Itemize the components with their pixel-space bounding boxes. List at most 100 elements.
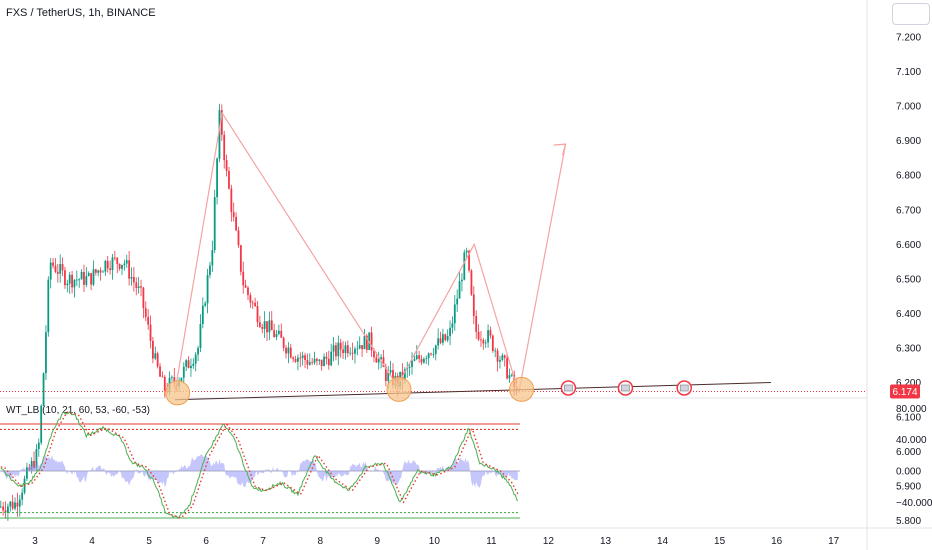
- candle-body: [377, 359, 380, 363]
- candle-body: [49, 262, 52, 280]
- candle-body: [470, 270, 473, 295]
- candle-body: [311, 362, 314, 364]
- candle-body: [244, 285, 247, 288]
- candle-body: [209, 265, 211, 275]
- candle-body: [171, 377, 173, 378]
- price-axis-tick-label: 6.900: [896, 136, 921, 147]
- candle-body: [230, 188, 233, 213]
- candle-body: [332, 345, 335, 352]
- candle-body: [280, 330, 283, 338]
- candle-body: [218, 110, 221, 159]
- candle-body: [109, 268, 112, 271]
- candle-body: [94, 269, 97, 273]
- candle-body: [358, 345, 361, 349]
- candle-body: [225, 160, 228, 171]
- price-axis-tick-label: 6.100: [896, 413, 921, 424]
- candle-body: [349, 352, 352, 354]
- candle-body: [90, 273, 92, 285]
- candle-body: [442, 334, 444, 343]
- candle-body: [220, 110, 223, 135]
- candle-body: [318, 359, 321, 361]
- candle-body: [425, 358, 428, 360]
- candle-body: [451, 323, 454, 328]
- candle-body: [152, 340, 154, 359]
- candle-body: [125, 260, 128, 264]
- candle-body: [294, 359, 297, 362]
- candle-body: [308, 362, 311, 365]
- time-axis-tick-label: 16: [771, 536, 783, 547]
- candle-body: [285, 347, 287, 354]
- candle-body: [258, 322, 261, 327]
- candle-body: [480, 339, 482, 341]
- candle-body: [266, 321, 268, 333]
- price-axis-tick-label: 6.000: [896, 447, 921, 458]
- candle-body: [42, 373, 45, 406]
- candle-body: [52, 262, 54, 266]
- candle-body: [365, 335, 368, 350]
- candle-body: [335, 345, 337, 357]
- candle-body: [494, 350, 497, 352]
- candle-body: [54, 265, 57, 272]
- candle-body: [99, 270, 102, 273]
- candle-body: [270, 320, 273, 331]
- candle-body: [26, 467, 28, 479]
- candle-body: [411, 360, 413, 368]
- candle-body: [185, 360, 188, 367]
- time-axis-tick-label: 11: [486, 536, 497, 547]
- time-axis-tick-label: 17: [828, 536, 840, 547]
- price-axis-tick-label: 6.800: [896, 171, 921, 182]
- price-axis-tick-label: 7.200: [896, 33, 921, 44]
- candle-body: [211, 250, 214, 266]
- time-axis-tick-label: 9: [375, 536, 381, 547]
- price-axis-tick-label: 7.000: [896, 102, 921, 113]
- neckline-trendline[interactable]: [174, 382, 771, 401]
- candle-body: [56, 271, 59, 274]
- candle-body: [66, 283, 69, 286]
- indicator-title: WT_LB (10, 21, 60, 53, -60, -53): [6, 405, 150, 416]
- candle-body: [14, 502, 16, 509]
- candle-body: [75, 279, 78, 281]
- candle-body: [228, 170, 230, 189]
- candle-body: [304, 355, 306, 361]
- pattern-zigzag-line[interactable]: [174, 111, 567, 394]
- candle-body: [356, 348, 359, 350]
- bottom-marker-circle[interactable]: [509, 376, 535, 402]
- candle-body: [389, 370, 392, 373]
- candle-body: [163, 376, 166, 391]
- candle-body: [506, 357, 508, 379]
- calendar-event-icon-glyph: [679, 384, 689, 392]
- candle-body: [487, 330, 489, 343]
- indicator-axis-tick-label: 80.000: [896, 404, 927, 415]
- candle-body: [111, 257, 114, 271]
- candle-body: [463, 252, 466, 280]
- candle-body: [247, 287, 249, 296]
- candle-body: [251, 302, 254, 304]
- candle-body: [242, 271, 245, 286]
- candle-body: [489, 330, 492, 336]
- candle-body: [380, 357, 383, 360]
- candle-body: [104, 260, 107, 272]
- candle-body: [468, 250, 470, 271]
- price-axis-tick-label: 6.200: [896, 378, 921, 389]
- candle-body: [161, 376, 164, 378]
- candle-body: [249, 295, 252, 303]
- candle-body: [422, 358, 425, 363]
- candle-body: [199, 323, 202, 349]
- bottom-marker-circle[interactable]: [386, 376, 412, 402]
- candle-body: [128, 260, 131, 279]
- candle-body: [263, 321, 266, 329]
- candle-body: [503, 355, 506, 358]
- candle-body: [102, 271, 104, 273]
- candle-body: [137, 286, 140, 288]
- bottom-marker-circle[interactable]: [165, 380, 191, 406]
- candle-body: [78, 279, 81, 281]
- candle-body: [337, 342, 340, 357]
- candle-body: [320, 359, 323, 367]
- candle-body: [97, 270, 100, 273]
- candle-body: [194, 354, 197, 364]
- candle-body: [461, 279, 463, 282]
- chart-settings-box[interactable]: [892, 3, 930, 25]
- candle-body: [413, 359, 416, 361]
- time-axis-tick-label: 14: [657, 536, 669, 547]
